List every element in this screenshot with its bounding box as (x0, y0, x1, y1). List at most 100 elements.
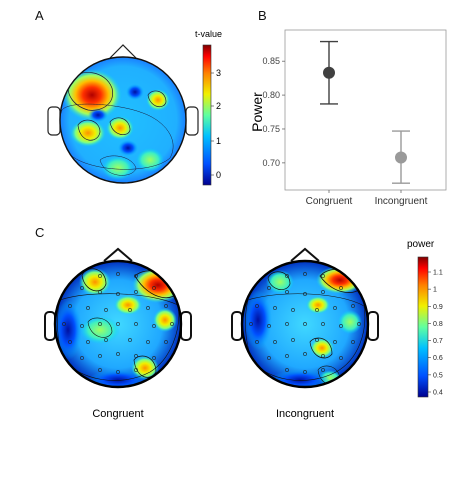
topomap-a-fill (60, 57, 186, 183)
electrode-marker (285, 290, 289, 294)
nose-icon (103, 247, 133, 262)
electrode-marker (273, 340, 277, 344)
electrode-marker (62, 322, 66, 326)
left-ear-icon (231, 311, 243, 341)
topomap-congruent (44, 247, 192, 389)
colorbar-c-tick-label: 1 (433, 287, 437, 294)
electrode-marker (321, 290, 325, 294)
electrode-marker (303, 370, 307, 374)
colorbar-c-tick-label: 0.5 (433, 372, 443, 379)
data-point (395, 151, 407, 164)
colorbar-c-tick-label: 0.9 (433, 304, 443, 311)
electrode-marker (170, 322, 174, 326)
electrode-marker (68, 340, 72, 344)
electrode-marker (285, 368, 289, 372)
electrode-marker (116, 272, 120, 276)
map-label-incongruent: Incongruent (276, 408, 334, 420)
electrode-marker (80, 286, 84, 290)
electrode-marker (98, 274, 102, 278)
panel-b-letter: B (258, 8, 267, 23)
electrode-marker (134, 354, 138, 358)
electrode-marker (285, 274, 289, 278)
panel-c-colorbar (417, 256, 429, 398)
panel-a-colorbar (202, 44, 214, 186)
electrode-marker (273, 306, 277, 310)
electrode-marker (291, 338, 295, 342)
electrode-marker (267, 356, 271, 360)
electrode-marker (98, 368, 102, 372)
electrode-marker (146, 340, 150, 344)
colorbar-c-tick-label: 0.6 (433, 355, 443, 362)
y-tick-label: 0.70 (262, 158, 280, 168)
colorbar-a-tick: 0 (216, 170, 221, 180)
colorbar-c-tick-label: 0.7 (433, 338, 443, 345)
colorbar-a-tick: 3 (216, 68, 221, 78)
plot-area-frame (284, 29, 447, 191)
nose-icon (109, 44, 137, 59)
electrode-marker (116, 322, 120, 326)
right-ear-icon (180, 311, 192, 341)
panel-a-topomap (47, 44, 199, 184)
electrode-marker (321, 274, 325, 278)
electrode-marker (104, 338, 108, 342)
electrode-marker (116, 352, 120, 356)
y-axis-label: Power (249, 92, 265, 132)
electrode-marker (86, 340, 90, 344)
electrode-marker (339, 324, 343, 328)
y-tick-label: 0.75 (262, 124, 280, 134)
electrode-marker (339, 286, 343, 290)
electrode-marker (134, 322, 138, 326)
y-tick-label: 0.85 (262, 56, 280, 66)
electrode-marker (339, 356, 343, 360)
electrode-marker (128, 308, 132, 312)
electrode-marker (104, 308, 108, 312)
electrode-marker (68, 304, 72, 308)
x-tick-label: Congruent (306, 196, 353, 207)
electrode-marker (255, 304, 259, 308)
colorbar-c-title: power (407, 239, 435, 250)
electrode-marker (98, 290, 102, 294)
electrode-marker (303, 322, 307, 326)
electrode-marker (321, 322, 325, 326)
electrode-marker (152, 356, 156, 360)
electrode-marker (333, 306, 337, 310)
map-label-congruent: Congruent (92, 408, 143, 420)
electrode-marker (333, 340, 337, 344)
x-tick-label: Incongruent (375, 196, 428, 207)
electrode-marker (116, 292, 120, 296)
electrode-marker (303, 292, 307, 296)
electrode-marker (86, 306, 90, 310)
electrode-marker (267, 286, 271, 290)
colorbar-a-tick: 1 (216, 136, 221, 146)
electrode-marker (267, 324, 271, 328)
electrode-marker (128, 338, 132, 342)
electrode-marker (116, 370, 120, 374)
electrode-marker (80, 324, 84, 328)
colorbar-c-tick-label: 0.8 (433, 321, 443, 328)
panel-c-letter: C (35, 225, 45, 240)
topomap-incongruent (231, 247, 379, 389)
panel-b-chart: 0.70 0.75 0.80 0.85 Congruent Incongruent (262, 29, 447, 207)
panel-a-letter: A (35, 8, 44, 23)
electrode-marker (146, 306, 150, 310)
electrode-marker (98, 322, 102, 326)
electrode-marker (255, 340, 259, 344)
electrode-marker (321, 354, 325, 358)
left-ear-icon (44, 311, 56, 341)
colorbar-c-tick-label: 1.1 (433, 270, 443, 277)
y-tick-label: 0.80 (262, 90, 280, 100)
electrode-marker (351, 304, 355, 308)
electrode-marker (152, 286, 156, 290)
electrode-marker (285, 354, 289, 358)
right-ear-icon (367, 311, 379, 341)
electrode-marker (291, 308, 295, 312)
electrode-marker (303, 272, 307, 276)
electrode-marker (285, 322, 289, 326)
electrode-marker (315, 338, 319, 342)
electrode-marker (152, 324, 156, 328)
electrode-marker (357, 322, 361, 326)
nose-icon (290, 247, 320, 262)
electrode-marker (98, 354, 102, 358)
electrode-marker (249, 322, 253, 326)
electrode-marker (303, 352, 307, 356)
